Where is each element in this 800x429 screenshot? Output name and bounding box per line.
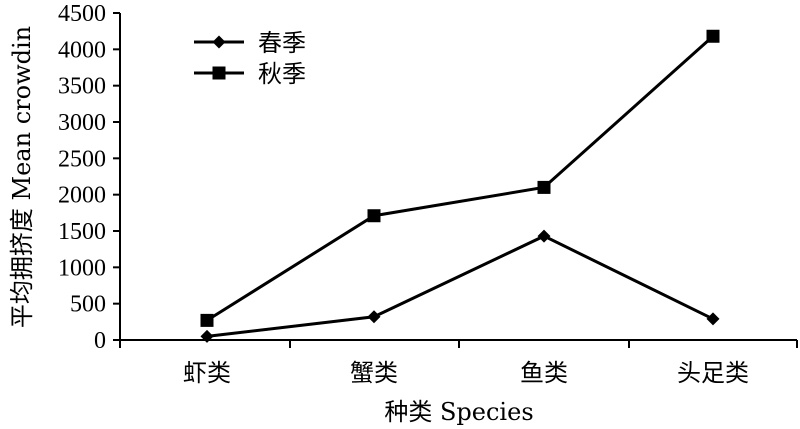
y-tick-label: 500 [70, 292, 106, 318]
data-point-marker [537, 180, 551, 194]
y-tick-label: 2500 [58, 146, 106, 172]
y-tick-label: 4500 [58, 1, 106, 27]
series-autumn [200, 29, 720, 327]
y-tick-label: 3500 [58, 74, 106, 100]
legend-label: 秋季 [258, 60, 306, 88]
data-point-marker [200, 313, 214, 327]
series-line [206, 35, 714, 322]
legend-item: 春季 [194, 29, 306, 57]
data-point-marker [706, 312, 720, 326]
x-tick-label: 头足类 [677, 359, 749, 387]
legend-item: 秋季 [194, 60, 306, 88]
data-point-marker [537, 229, 551, 243]
x-tick-label: 鱼类 [520, 359, 568, 387]
x-tick-label: 蟹类 [350, 359, 398, 387]
y-tick-label: 1500 [58, 219, 106, 245]
data-point-marker [367, 209, 381, 223]
x-tick-label: 虾类 [183, 359, 231, 387]
y-tick-label: 1000 [58, 255, 106, 281]
legend-label: 春季 [258, 29, 306, 57]
y-axis: 0 500 1000 1500 2000 2500 3000 3500 4000 4500 平均拥… [8, 1, 121, 354]
series-layer [200, 29, 720, 343]
y-tick-label: 2000 [58, 183, 106, 209]
x-axis: 虾类 蟹类 鱼类 头足类 种类 Species [119, 339, 798, 426]
legend-marker [212, 35, 226, 49]
y-tick-label: 3000 [58, 110, 106, 136]
series-line [206, 234, 714, 338]
legend-marker [212, 66, 226, 80]
data-point-marker [200, 329, 214, 343]
y-axis-title: 平均拥挤度 Mean crowdin [8, 26, 36, 328]
x-axis-title: 种类 Species [384, 398, 533, 426]
series-spring [200, 229, 720, 343]
y-tick-label: 0 [94, 328, 106, 354]
x-ticks: 虾类 蟹类 鱼类 头足类 [119, 340, 798, 387]
data-point-marker [706, 29, 720, 43]
y-tick-label: 4000 [58, 37, 106, 63]
y-ticks: 0 500 1000 1500 2000 2500 3000 3500 4000 4500 [58, 1, 120, 354]
data-point-marker [367, 310, 381, 324]
